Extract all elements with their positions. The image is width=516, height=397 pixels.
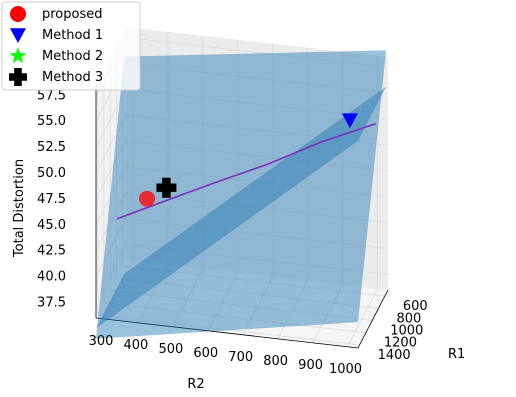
- axis-labels: R1 R2 Total Distortion: [12, 159, 465, 392]
- grid-z: [95, 244, 389, 303]
- surface-group: [96, 50, 387, 339]
- legend-frame: [1, 1, 141, 91]
- marker-group: [139, 113, 358, 207]
- xaxis-label: R1: [448, 347, 465, 362]
- ztick-label: 42.5: [37, 244, 66, 259]
- tick-labels: 37.5 40.0 42.5 45.0 47.5 50.0 52.5 55.0 57.5 300 4…: [37, 88, 428, 376]
- grid-y: [347, 55, 378, 347]
- ytick-label: 400: [124, 338, 149, 353]
- grid-x: [122, 33, 385, 297]
- legend-label-0: proposed: [42, 7, 103, 22]
- grid-x: [109, 57, 373, 321]
- legend-label-2: Method 2: [42, 49, 103, 64]
- ytick-label: 300: [89, 334, 114, 349]
- grid-y: [242, 43, 274, 335]
- ztick-label: 40.0: [37, 270, 66, 285]
- ztick-label: 57.5: [37, 88, 66, 103]
- yaxis-label: R2: [187, 377, 204, 392]
- grid-x: [103, 69, 366, 334]
- ytick-label: 1000: [329, 362, 362, 377]
- legend: proposed Method 1 Method 2 Method 3: [1, 1, 141, 91]
- ztick-label: 37.5: [37, 295, 66, 310]
- grid-y: [207, 39, 239, 331]
- surface-plane-2: [96, 86, 387, 329]
- legend-swatch-3: [9, 68, 27, 86]
- grid-z: [95, 114, 389, 174]
- marker-method-1: [341, 113, 358, 129]
- xaxis-line: [357, 289, 389, 349]
- ytick-label: 900: [298, 358, 323, 373]
- ztick-label: 47.5: [37, 192, 66, 207]
- ztick-label: 50.0: [37, 166, 66, 181]
- marker-proposed: [139, 190, 156, 207]
- marker-method-3: [156, 177, 177, 198]
- fit-line: [116, 122, 376, 220]
- xtick-label: 1200: [384, 336, 417, 351]
- legend-label-1: Method 1: [42, 28, 103, 43]
- ytick-label: 600: [193, 346, 218, 361]
- ztick-label: 55.0: [37, 114, 66, 129]
- xtick-label: 1400: [378, 348, 411, 363]
- surface-plane-1: [96, 50, 387, 339]
- grid-z: [95, 166, 389, 225]
- grid-y: [137, 31, 169, 323]
- ytick-label: 700: [228, 350, 253, 365]
- grid-y: [102, 27, 134, 319]
- xtick-label: 600: [403, 299, 428, 314]
- pane-back-wall: [126, 27, 388, 290]
- fit-line-group: [116, 122, 376, 220]
- ytick-label: 500: [158, 342, 183, 357]
- grid-x: [97, 81, 360, 346]
- legend-swatch-2: [9, 47, 27, 64]
- ztick-label: 45.0: [37, 218, 66, 233]
- xtick-label: 800: [397, 311, 422, 326]
- grid-x: [116, 45, 379, 309]
- axis-lines: [95, 85, 389, 349]
- grid-y: [172, 35, 204, 327]
- xtick-label: 1000: [390, 324, 423, 339]
- ztick-label: 52.5: [37, 140, 66, 155]
- zaxis-label: Total Distortion: [12, 159, 27, 258]
- yaxis-line: [95, 317, 359, 349]
- legend-swatch-0: [10, 6, 26, 22]
- legend-label-3: Method 3: [42, 70, 103, 85]
- grid-z: [95, 140, 389, 200]
- grid-y: [277, 47, 309, 339]
- grid-z: [95, 218, 389, 277]
- ytick-label: 800: [263, 354, 288, 369]
- grid-z: [95, 192, 389, 251]
- grid-y: [312, 51, 344, 343]
- legend-swatch-1: [10, 28, 26, 43]
